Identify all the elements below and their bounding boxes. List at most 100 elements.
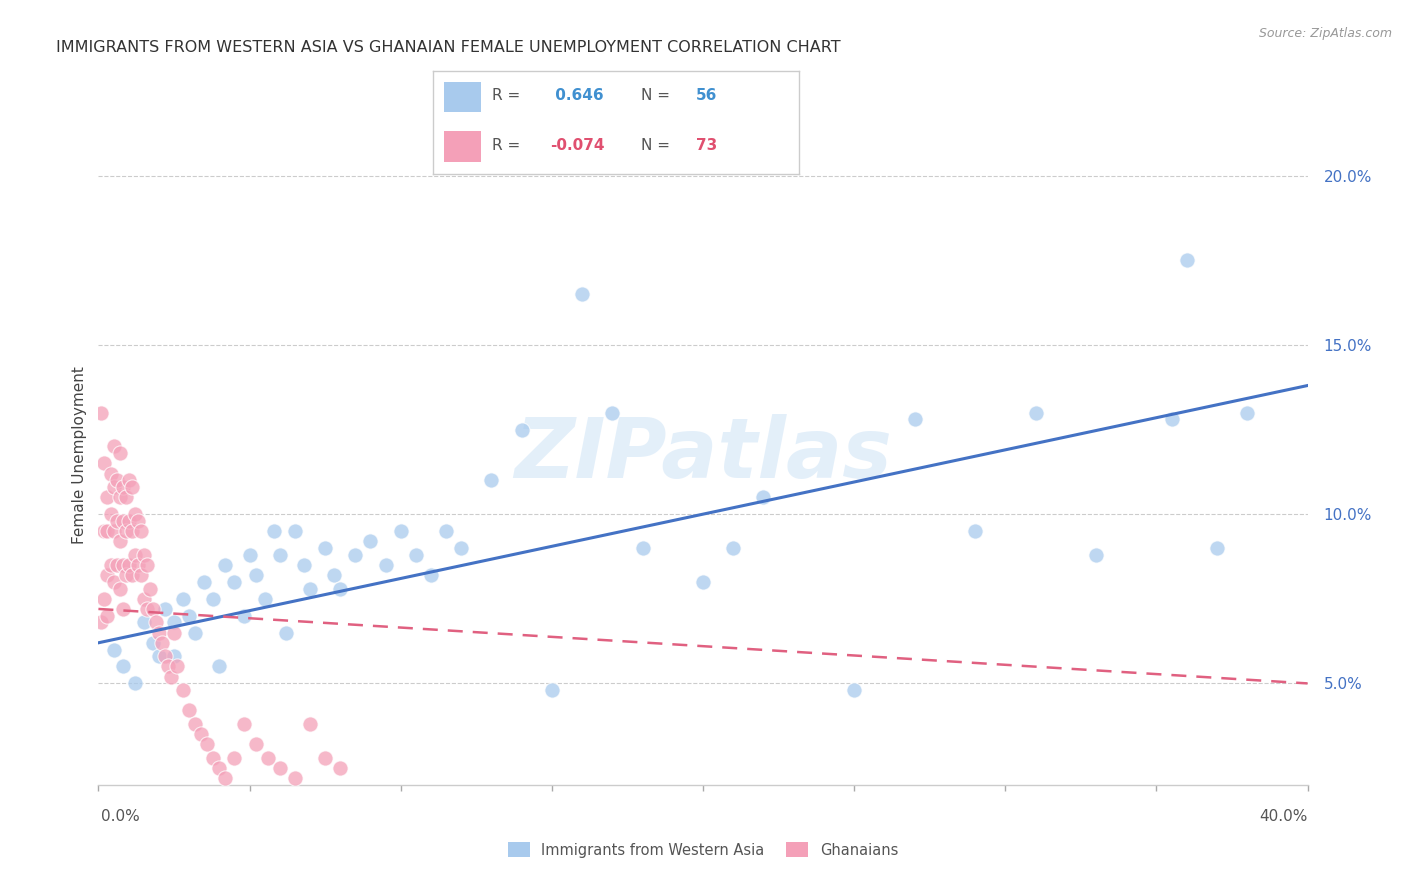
Point <box>114 524 136 538</box>
Bar <box>444 131 481 161</box>
Point <box>1085 548 1108 562</box>
Point <box>256 751 278 765</box>
Point <box>127 558 149 572</box>
Point <box>124 507 146 521</box>
Text: 0.0%: 0.0% <box>101 809 141 823</box>
Point <box>450 541 472 555</box>
Point <box>323 568 346 582</box>
Point <box>232 608 254 623</box>
Text: R =: R = <box>492 137 524 153</box>
Point <box>132 548 155 562</box>
Text: -0.074: -0.074 <box>550 137 605 153</box>
Point <box>190 727 212 741</box>
Point <box>105 558 128 572</box>
Point <box>129 524 152 538</box>
Point <box>108 534 131 549</box>
Point <box>108 582 131 596</box>
Point <box>208 659 231 673</box>
Point <box>172 683 194 698</box>
Point <box>118 473 141 487</box>
Point <box>692 574 714 589</box>
Point <box>329 582 352 596</box>
Point <box>118 514 141 528</box>
Point <box>124 548 146 562</box>
Point <box>329 761 352 775</box>
Point <box>129 568 152 582</box>
Point <box>269 761 291 775</box>
Point <box>96 524 118 538</box>
Point <box>108 490 131 504</box>
Point <box>1175 253 1198 268</box>
Point <box>90 615 112 630</box>
Point <box>184 717 207 731</box>
Point <box>299 717 322 731</box>
Point <box>142 602 165 616</box>
Point <box>111 602 134 616</box>
Point <box>420 568 443 582</box>
Point <box>602 406 624 420</box>
Point <box>96 568 118 582</box>
Point <box>510 423 533 437</box>
Point <box>163 649 186 664</box>
Point <box>179 608 201 623</box>
Point <box>153 649 176 664</box>
Text: 56: 56 <box>696 88 717 103</box>
Point <box>314 751 336 765</box>
Point <box>571 287 593 301</box>
Point <box>124 676 146 690</box>
Point <box>434 524 457 538</box>
Point <box>132 615 155 630</box>
Legend: Immigrants from Western Asia, Ghanaians: Immigrants from Western Asia, Ghanaians <box>502 837 904 863</box>
Point <box>179 704 201 718</box>
Point <box>114 490 136 504</box>
Point <box>142 636 165 650</box>
Point <box>135 558 157 572</box>
Point <box>111 514 134 528</box>
Point <box>965 524 987 538</box>
Point <box>163 615 186 630</box>
Point <box>274 625 297 640</box>
Point <box>103 574 125 589</box>
Point <box>1236 406 1258 420</box>
Point <box>114 568 136 582</box>
Point <box>127 514 149 528</box>
Point <box>93 591 115 606</box>
Point <box>245 737 267 751</box>
Point <box>150 636 173 650</box>
Point <box>202 751 225 765</box>
Point <box>103 440 125 454</box>
Point <box>1206 541 1229 555</box>
Point <box>202 591 225 606</box>
Point <box>263 524 285 538</box>
Point <box>108 446 131 460</box>
Point <box>292 558 315 572</box>
Text: ZIPatlas: ZIPatlas <box>515 415 891 495</box>
Point <box>214 558 236 572</box>
Point <box>314 541 336 555</box>
Point <box>111 659 134 673</box>
Point <box>284 771 307 785</box>
Point <box>208 761 231 775</box>
Point <box>132 591 155 606</box>
Point <box>723 541 745 555</box>
Point <box>752 490 775 504</box>
Point <box>160 670 183 684</box>
Point <box>360 534 382 549</box>
Point <box>96 608 118 623</box>
Point <box>481 473 503 487</box>
Point <box>253 591 276 606</box>
Point <box>139 582 162 596</box>
Point <box>96 490 118 504</box>
Point <box>844 683 866 698</box>
Point <box>103 524 125 538</box>
Point <box>269 548 291 562</box>
Point <box>344 548 367 562</box>
Point <box>1024 406 1046 420</box>
Point <box>105 473 128 487</box>
Bar <box>444 81 481 112</box>
Point <box>105 514 128 528</box>
Point <box>540 683 562 698</box>
Point <box>166 659 188 673</box>
Text: Source: ZipAtlas.com: Source: ZipAtlas.com <box>1258 27 1392 40</box>
Point <box>195 737 218 751</box>
